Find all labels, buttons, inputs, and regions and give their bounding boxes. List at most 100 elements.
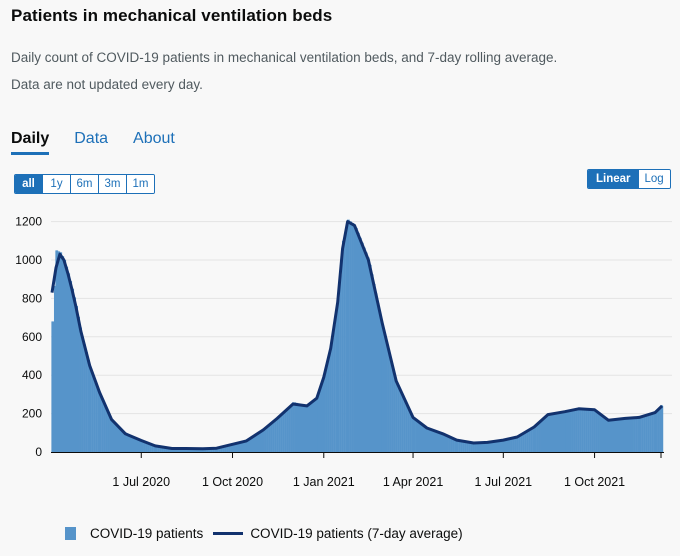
bar (85, 352, 88, 452)
bar (143, 442, 146, 452)
x-tick-label: 1 Oct 2020 (202, 475, 263, 489)
bar (492, 441, 495, 452)
bar (643, 416, 646, 452)
bar (436, 431, 440, 452)
bar (220, 446, 223, 452)
bar (601, 415, 604, 452)
bar (617, 419, 620, 452)
bar (123, 432, 126, 452)
bar (422, 426, 426, 452)
bar (176, 448, 180, 452)
bar (613, 420, 616, 452)
legend-bars-swatch (65, 527, 76, 540)
bar (230, 443, 233, 452)
bar (561, 412, 565, 452)
range-1m-button[interactable]: 1m (127, 175, 154, 193)
bar (65, 266, 69, 452)
bar (151, 444, 154, 452)
bar (250, 437, 253, 452)
data-bar (367, 260, 370, 452)
bar (415, 420, 418, 452)
bar (543, 417, 547, 452)
y-tick-label: 0 (35, 445, 42, 459)
bar (161, 447, 164, 452)
bar (557, 412, 561, 452)
bar (387, 347, 390, 452)
bar (434, 431, 438, 452)
x-tick-label: 1 Apr 2021 (383, 475, 444, 489)
bar (520, 435, 523, 452)
bar (325, 366, 328, 452)
y-tick-label: 1200 (15, 215, 42, 229)
bar (551, 413, 555, 452)
range-6m-button[interactable]: 6m (71, 175, 99, 193)
bar (61, 256, 65, 452)
range-1y-button[interactable]: 1y (43, 175, 71, 193)
bar (357, 232, 360, 452)
bar (611, 420, 614, 452)
bar (512, 438, 515, 452)
bar (252, 436, 255, 452)
bar (649, 413, 652, 452)
tab-daily[interactable]: Daily (11, 130, 50, 155)
bar (466, 442, 469, 452)
data-bar (316, 396, 318, 452)
bar (371, 274, 374, 452)
bar (127, 435, 130, 452)
bar (438, 432, 442, 452)
data-bar (472, 443, 475, 452)
bar (95, 383, 98, 452)
bar (69, 281, 73, 452)
data-bar (578, 407, 580, 452)
bar (468, 442, 471, 452)
bar (538, 423, 541, 452)
data-bar (51, 321, 53, 452)
data-bar (456, 440, 458, 452)
bar (299, 404, 303, 452)
bar (355, 227, 358, 452)
bar (109, 416, 112, 452)
bar (615, 419, 618, 452)
range-3m-button[interactable]: 3m (99, 175, 127, 193)
y-tick-label: 1000 (15, 253, 42, 267)
bar (571, 409, 574, 452)
bar (266, 426, 269, 452)
bar (494, 441, 497, 452)
bar (536, 425, 539, 452)
bar (609, 421, 612, 452)
bar (169, 448, 172, 452)
bar (456, 440, 459, 452)
bar (258, 432, 261, 452)
bar (488, 442, 491, 452)
tab-data[interactable]: Data (74, 130, 109, 147)
bar (173, 449, 176, 452)
bar (87, 359, 90, 452)
bar (369, 264, 372, 452)
bar (432, 430, 436, 452)
bar (567, 410, 570, 452)
bar (129, 436, 132, 452)
data-bar (110, 421, 113, 452)
bar (71, 288, 75, 452)
bar (194, 448, 198, 452)
time-range-selector: all 1y 6m 3m 1m (14, 174, 155, 194)
data-bar (564, 411, 566, 452)
bar (522, 434, 525, 452)
bar (446, 435, 449, 452)
bar (107, 412, 110, 452)
page-title: Patients in mechanical ventilation beds (11, 6, 333, 25)
tab-about[interactable]: About (133, 130, 175, 147)
bar (418, 423, 422, 452)
bar (474, 443, 477, 452)
data-bar (124, 434, 126, 452)
range-all-button[interactable]: all (15, 175, 43, 193)
scale-log-button[interactable]: Log (638, 170, 670, 188)
data-bar (337, 298, 339, 452)
bar (321, 381, 324, 452)
bar (196, 448, 200, 452)
bar (569, 410, 572, 452)
bar (478, 443, 481, 452)
bar (240, 441, 243, 452)
bar (303, 405, 307, 452)
scale-linear-button[interactable]: Linear (588, 170, 639, 188)
